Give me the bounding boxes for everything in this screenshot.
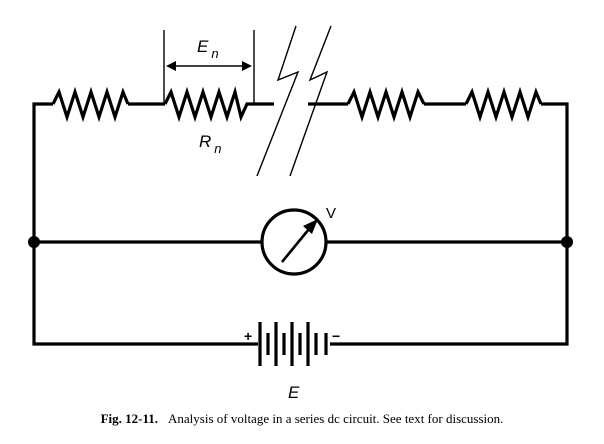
en-arrow-head-left: [166, 61, 176, 71]
break-mark-right: [289, 25, 332, 177]
voltmeter-label: V: [326, 205, 336, 222]
voltmeter-needle: [280, 228, 311, 263]
figure-caption: Fig. 12-11. Analysis of voltage in a seri…: [0, 411, 604, 427]
top-wire-right: [541, 102, 569, 242]
voltmeter: [260, 208, 328, 276]
battery: [258, 322, 328, 366]
bottom-wire-right: [330, 242, 569, 346]
en-arrow-head-right: [242, 61, 252, 71]
top-wire-left: [32, 102, 53, 242]
resistor-3: [346, 86, 426, 123]
resistor-1: [51, 86, 130, 123]
caption-text: Analysis of voltage in a series dc circu…: [168, 411, 504, 426]
resistor-rn: [163, 86, 274, 123]
bottom-wire-left: [32, 242, 258, 346]
break-mark-left: [256, 25, 300, 177]
battery-plus-sign: +: [244, 328, 252, 344]
battery-label: E: [288, 383, 300, 402]
figure-number: Fig. 12-11.: [100, 411, 158, 426]
battery-minus-sign: −: [332, 328, 340, 344]
resistor-4: [464, 86, 543, 123]
voltmeter-needle-arrow-head: [303, 219, 318, 234]
